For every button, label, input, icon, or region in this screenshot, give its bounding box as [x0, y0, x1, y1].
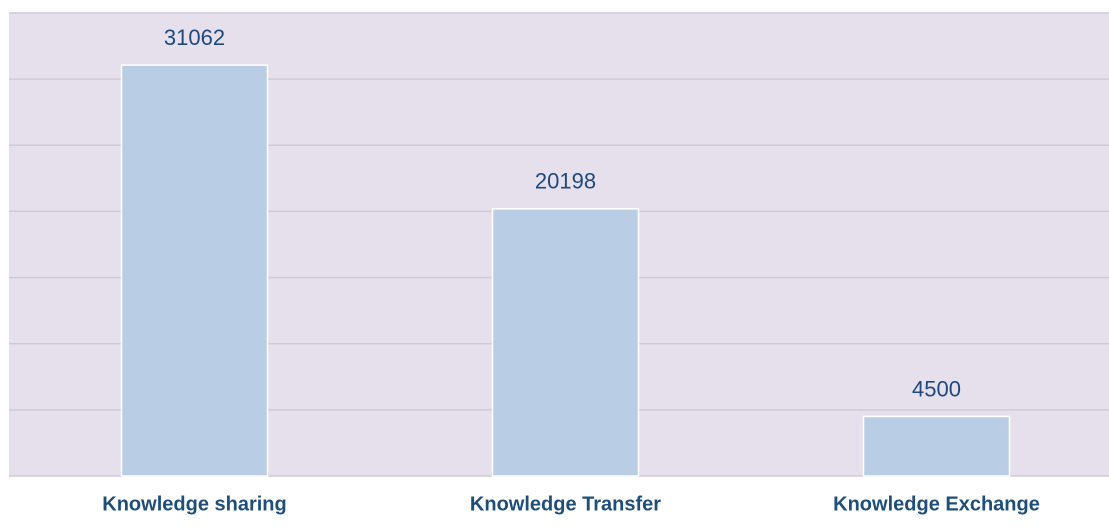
value-label: 31062: [164, 25, 225, 50]
bar: [491, 208, 640, 477]
x-tick-label: Knowledge Exchange: [833, 493, 1040, 515]
bar: [862, 415, 1011, 477]
value-label: 4500: [912, 376, 961, 401]
x-tick-label: Knowledge sharing: [102, 493, 286, 515]
bar: [120, 64, 269, 477]
value-label: 20198: [535, 169, 596, 194]
x-tick-label: Knowledge Transfer: [470, 493, 661, 515]
